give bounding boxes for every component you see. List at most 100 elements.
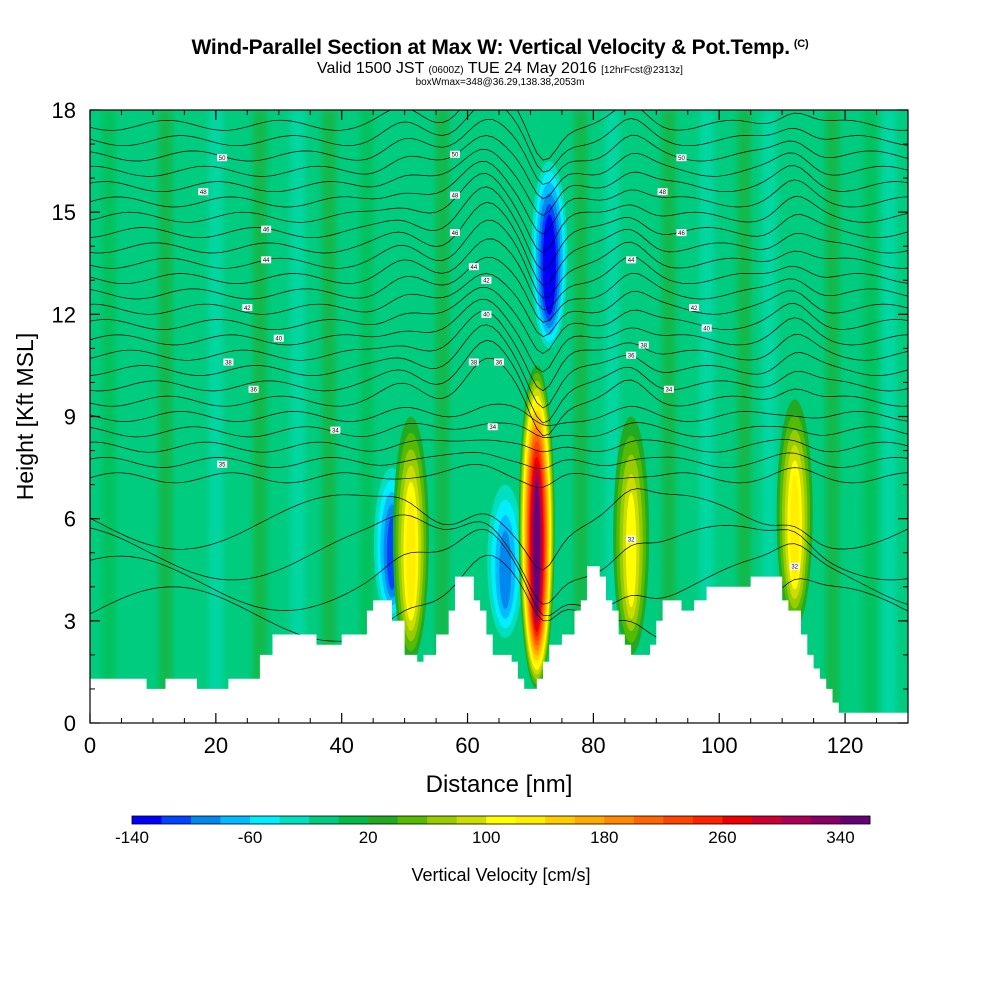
isentrope-label: 44 xyxy=(470,265,477,271)
colorbar-swatch xyxy=(456,816,487,824)
colorbar-tick-label: 340 xyxy=(826,828,854,847)
isentrope-line xyxy=(90,173,908,254)
isentrope-label-bg xyxy=(330,426,341,434)
isentrope-label: 48 xyxy=(200,190,207,196)
isentrope-line xyxy=(90,422,908,438)
isentrope-label: 40 xyxy=(275,336,282,342)
isentrope-label-bg xyxy=(468,358,479,366)
isentrope-label: 46 xyxy=(263,227,270,233)
colorbar-swatch xyxy=(191,816,221,824)
isentrope-line xyxy=(90,110,908,173)
updraft-band xyxy=(790,475,800,581)
y-tick-label: 6 xyxy=(64,507,76,532)
colorbar-swatch xyxy=(250,816,280,824)
isentrope-label: 48 xyxy=(452,193,459,199)
isentrope-line xyxy=(90,110,908,161)
copyright-mark: (C) xyxy=(793,38,809,50)
colorbar-tick-label: -60 xyxy=(238,828,263,847)
x-tick-label: 60 xyxy=(455,733,479,758)
isentrope-line xyxy=(90,161,908,235)
isentrope-label-bg xyxy=(789,562,800,570)
velocity-streak xyxy=(208,110,223,723)
isentrope-label: 36 xyxy=(628,354,635,360)
isentrope-line xyxy=(90,452,908,470)
x-axis-label: Distance [nm] xyxy=(426,771,573,798)
x-tick-label: 100 xyxy=(701,733,738,758)
isentrope-line xyxy=(90,219,908,299)
isentrope-label-bg xyxy=(626,351,637,359)
isentrope-line xyxy=(90,135,908,200)
isentrope-label-bg xyxy=(261,256,272,264)
colorbar-frame xyxy=(131,815,871,825)
y-tick-label: 9 xyxy=(64,405,76,430)
colorbar-swatch xyxy=(397,816,428,824)
colorbar-swatch xyxy=(633,816,664,824)
isentrope-label: 38 xyxy=(225,360,232,366)
forecast-info: [12hrFcst@2313z] xyxy=(601,65,683,76)
chart-title-text: Wind-Parallel Section at Max W: Vertical… xyxy=(191,36,791,59)
isentrope-line xyxy=(90,310,908,392)
isentrope-label: 40 xyxy=(703,326,710,332)
isentrope-line xyxy=(90,298,908,373)
colorbar-swatch xyxy=(604,816,635,824)
colorbar-swatch xyxy=(161,816,192,824)
valid-time: Valid 1500 JST xyxy=(317,60,425,77)
velocity-streak xyxy=(737,110,752,723)
velocity-streak xyxy=(825,110,840,723)
isentrope-line xyxy=(90,438,908,453)
isentrope-line xyxy=(90,463,908,488)
velocity-streak xyxy=(290,110,305,723)
isentrope-label-bg xyxy=(449,229,460,237)
isentrope-line xyxy=(90,340,908,424)
isentrope-label-bg xyxy=(198,188,209,196)
velocity-streak xyxy=(762,110,777,723)
colorbar-swatch xyxy=(692,816,723,824)
colorbar-tick-label: 100 xyxy=(472,828,500,847)
colorbar-swatch xyxy=(220,816,251,824)
isentrope-label: 50 xyxy=(678,156,685,162)
isentrope-label: 42 xyxy=(691,306,698,312)
isentrope-label-bg xyxy=(676,229,687,237)
isentrope-label-bg xyxy=(657,188,668,196)
isentrope-line xyxy=(90,186,908,271)
isentrope-line xyxy=(90,202,908,286)
colorbar-swatch xyxy=(338,816,369,824)
velocity-streak xyxy=(359,110,374,723)
isentrope-label: 46 xyxy=(678,231,685,237)
isentrope-label-bg xyxy=(468,263,479,271)
isentrope-label-bg xyxy=(487,423,498,431)
colorbar-swatch xyxy=(574,816,605,824)
isentrope-label-bg xyxy=(273,334,284,342)
colorbar-swatch xyxy=(722,816,753,824)
isentrope-line xyxy=(90,514,908,605)
isentrope-label-bg xyxy=(676,154,687,162)
isentrope-label: 50 xyxy=(452,153,459,159)
isentrope-label: 38 xyxy=(640,343,647,349)
valid-date: TUE 24 May 2016 xyxy=(467,60,597,77)
isentrope-line xyxy=(90,286,908,354)
isentrope-label: 36 xyxy=(250,388,257,394)
colorbar-tick-label: 260 xyxy=(708,828,736,847)
isentrope-label-bg xyxy=(223,358,234,366)
isentrope-label: 34 xyxy=(332,428,339,434)
colorbar-swatch xyxy=(545,816,576,824)
colorbar-swatch xyxy=(751,816,782,824)
updraft-band xyxy=(533,487,540,613)
isentrope-label-bg xyxy=(217,460,228,468)
colorbar-swatch xyxy=(515,816,546,824)
colorbar: -140 -60 20 100 180 260 340 Vertical Velocity [… xyxy=(115,815,871,885)
boxwmax-info: boxWmax=348@36.29,138.38,2053m xyxy=(415,77,585,88)
colorbar-swatch xyxy=(368,816,398,824)
isentrope-line xyxy=(90,256,908,323)
isentrope-line xyxy=(90,528,908,617)
y-tick-label: 3 xyxy=(64,609,76,634)
y-tick-label: 12 xyxy=(52,302,76,327)
isentrope-label: 44 xyxy=(263,258,270,264)
chart-subtitle: Valid 1500 JST (0600Z) TUE 24 May 2016 [… xyxy=(0,60,1000,78)
colorbar-tick-label: 20 xyxy=(359,828,378,847)
isentrope-label-bg xyxy=(217,154,228,162)
terrain xyxy=(90,566,908,723)
isentrope-label: 46 xyxy=(452,231,459,237)
